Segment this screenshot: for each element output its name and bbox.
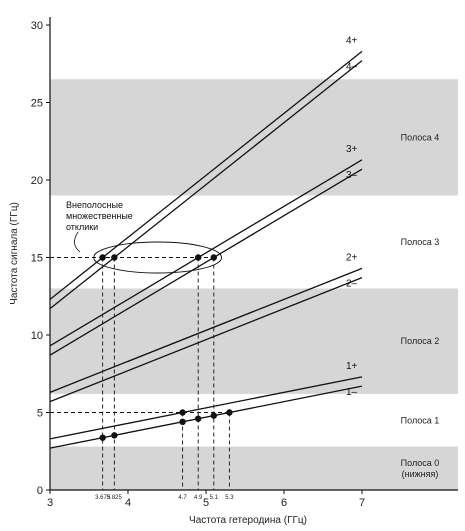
annotation-text-1: множественные: [66, 211, 133, 221]
points-layer: [99, 254, 233, 441]
y-tick-label-2: 10: [31, 330, 43, 342]
annotation-text-2: отклики: [66, 222, 98, 232]
series-line-4: [49, 267, 363, 393]
x-tick-label-3: 6: [281, 497, 287, 509]
band-1-label: Полоса 1: [401, 415, 440, 425]
drop-line-label-5: 5.3: [225, 495, 234, 501]
annotation-text-0: Внеполосные: [66, 200, 123, 210]
y-tick-label-1: 5: [37, 408, 43, 420]
series-label-2: 3+: [346, 144, 358, 155]
x-tick-label-1: 4: [125, 497, 131, 509]
series-line-3: [49, 168, 363, 356]
series-label-0: 4+: [346, 35, 358, 46]
band-2-shading: [50, 288, 458, 394]
band-2-label: Полоса 2: [401, 336, 440, 346]
drop-line-label-3: 4.9: [194, 495, 203, 501]
data-point-8: [195, 415, 202, 422]
y-axis-title: Частота сигнала (ГГц): [9, 202, 20, 305]
data-point-5: [111, 432, 118, 439]
data-point-4: [99, 434, 106, 441]
series-label-7: 1–: [346, 387, 358, 398]
band-3-label: Полоса 3: [401, 237, 440, 247]
x-tick-label-4: 7: [359, 497, 365, 509]
series-label-4: 2+: [346, 252, 358, 263]
series-line-2: [49, 159, 363, 347]
y-tick-label-6: 30: [31, 20, 43, 32]
series-label-6: 1+: [346, 361, 358, 372]
drop-line-label-0: 3.675: [95, 495, 111, 501]
series-line-1: [49, 60, 363, 310]
axes-layer: 0 5 10 15 20 25 30 3 4 5 6 7 Частота гетеродина (ГГц…: [9, 17, 458, 526]
data-point-2: [195, 254, 202, 261]
band-0-label: (нижняя): [402, 469, 439, 479]
data-point-6: [179, 418, 186, 425]
y-tick-label-5: 25: [31, 98, 43, 110]
bands-layer: Полоса 0(нижняя) Полоса 1 Полоса 2 Полоса 3…: [50, 79, 458, 490]
drop-line-label-1: 3.825: [107, 495, 123, 501]
annotation-ellipse: [93, 241, 223, 274]
x-axis-title: Частота гетеродина (ГГц): [189, 515, 307, 526]
series-label-5: 2–: [346, 279, 358, 290]
band-4-label: Полоса 4: [401, 132, 440, 142]
data-point-0: [99, 254, 106, 261]
y-tick-label-3: 15: [31, 253, 43, 265]
data-point-3: [210, 254, 217, 261]
y-tick-label-4: 20: [31, 175, 43, 187]
drop-line-label-2: 4.7: [178, 495, 187, 501]
data-point-1: [111, 254, 118, 261]
annotation-leader: [74, 231, 81, 253]
y-tick-label-0: 0: [37, 485, 43, 497]
band-0-shading: [50, 446, 458, 490]
series-label-3: 3–: [346, 170, 358, 181]
series-line-5: [49, 277, 363, 403]
data-point-10: [226, 409, 233, 416]
data-point-7: [179, 409, 186, 416]
drop-line-label-4: 5.1: [210, 495, 219, 501]
x-tick-label-0: 3: [47, 497, 53, 509]
series-line-6: [49, 376, 363, 440]
series-label-1: 4–: [346, 62, 358, 73]
data-point-9: [210, 412, 217, 419]
x-tick-label-2: 5: [203, 497, 209, 509]
series-line-7: [49, 385, 363, 449]
band-0-label: Полоса 0: [401, 458, 440, 468]
